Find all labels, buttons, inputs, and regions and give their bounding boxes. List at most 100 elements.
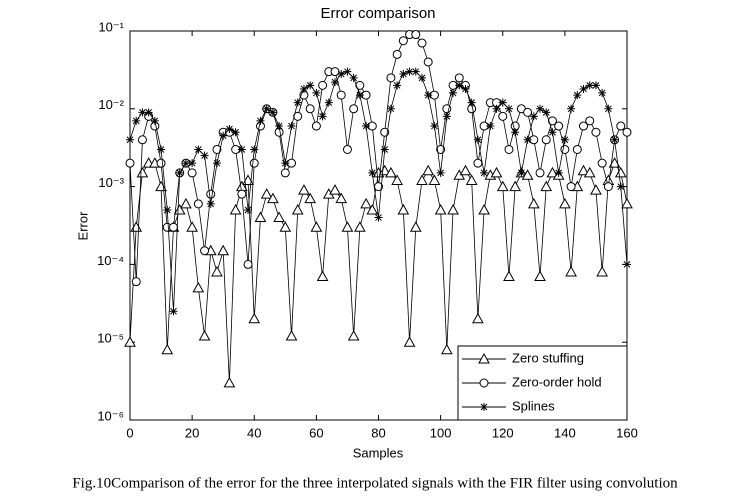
star-marker [517, 168, 526, 177]
star-marker [467, 98, 476, 107]
star-marker [405, 67, 414, 76]
triangle-marker [478, 352, 490, 364]
triangle-marker [428, 174, 441, 185]
star-marker [399, 70, 408, 79]
triangle-marker [496, 180, 509, 192]
star-marker [343, 67, 352, 76]
circle-marker [237, 189, 247, 199]
y-tick-label: 10⁻² [98, 97, 124, 112]
triangle-marker [223, 376, 236, 388]
star-marker [250, 145, 259, 154]
star-marker [318, 112, 327, 121]
triangle-marker [621, 197, 633, 209]
circle-marker [473, 158, 483, 168]
star-marker [573, 91, 582, 100]
y-tick-label: 10⁻⁴ [97, 253, 124, 268]
triangle-marker [403, 336, 416, 347]
circle-marker [454, 73, 464, 83]
star-marker [144, 108, 153, 117]
circle-marker [249, 158, 259, 168]
star-marker [548, 128, 557, 137]
circle-marker [187, 168, 197, 178]
circle-marker [398, 36, 408, 46]
triangle-marker [614, 166, 627, 178]
star-marker [461, 84, 470, 93]
star-marker [542, 108, 551, 117]
triangle-marker [397, 203, 410, 215]
star-marker [492, 104, 501, 113]
circle-marker [386, 73, 396, 83]
triangle-marker [329, 184, 341, 195]
triangle-marker [267, 192, 279, 204]
triangle-marker [459, 164, 472, 176]
circle-marker [156, 158, 166, 168]
y-tick-label: 10⁻⁵ [97, 331, 124, 346]
circle-marker [585, 116, 595, 126]
triangle-marker [354, 221, 366, 232]
star-marker [225, 125, 234, 133]
circle-marker [622, 127, 632, 137]
star-marker [411, 67, 420, 76]
star-marker [449, 88, 458, 97]
circle-marker [305, 104, 315, 114]
triangle-marker [565, 265, 577, 277]
x-tick-label: 100 [430, 425, 452, 440]
star-marker [244, 206, 253, 215]
circle-marker [243, 259, 253, 269]
triangle-marker [385, 166, 397, 178]
star-marker [504, 104, 513, 113]
circle-marker [206, 189, 216, 199]
triangle-marker [590, 184, 602, 195]
triangle-marker [316, 270, 329, 281]
star-marker [200, 151, 209, 160]
star-marker [306, 81, 315, 90]
circle-marker [597, 158, 607, 168]
triangle-marker [136, 166, 149, 178]
triangle-marker [173, 203, 186, 215]
star-marker [188, 159, 197, 168]
circle-marker [168, 222, 178, 232]
star-marker [560, 135, 569, 144]
star-marker [181, 159, 190, 168]
x-tick-label: 160 [616, 425, 638, 440]
star-marker [337, 70, 346, 79]
star-marker [163, 206, 172, 215]
star-marker [424, 91, 433, 100]
x-tick-label: 120 [492, 425, 514, 440]
triangle-marker [273, 211, 285, 223]
star-marker [442, 112, 451, 121]
star-marker [256, 116, 265, 125]
triangle-marker [447, 203, 459, 215]
star-marker [126, 135, 134, 144]
star-marker [585, 81, 594, 90]
triangle-marker [527, 197, 540, 209]
star-marker [430, 122, 439, 131]
circle-marker [579, 121, 589, 131]
triangle-marker [180, 197, 192, 209]
circle-marker [342, 144, 352, 154]
triangle-marker [298, 184, 310, 195]
circle-marker [137, 135, 147, 145]
star-marker [473, 135, 482, 144]
triangle-marker [577, 164, 590, 176]
circle-marker [504, 144, 514, 154]
star-marker [138, 108, 147, 117]
circle-marker [318, 80, 328, 90]
star-marker [386, 104, 395, 113]
triangle-marker [198, 330, 211, 341]
triangle-marker [192, 281, 205, 293]
star-marker [331, 78, 340, 87]
triangle-marker [440, 343, 453, 355]
star-marker [455, 81, 464, 90]
legend-label: Zero-order hold [512, 374, 602, 389]
triangle-marker [211, 265, 223, 277]
x-tick-label: 80 [371, 425, 385, 440]
circle-marker [603, 182, 613, 192]
chart-title: Error comparison [320, 5, 435, 22]
star-marker [132, 116, 141, 125]
circle-marker [541, 135, 551, 145]
star-marker [567, 104, 576, 113]
triangle-marker [260, 188, 273, 199]
y-tick-label: 10⁻¹ [98, 19, 124, 34]
circle-marker [349, 104, 359, 114]
